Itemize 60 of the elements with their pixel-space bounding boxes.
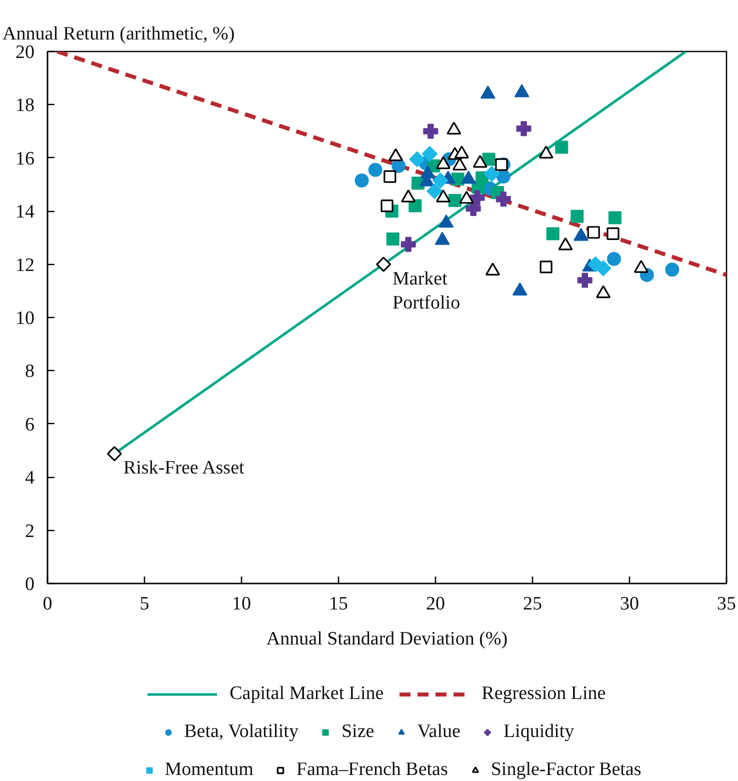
y-tick-label: 20 [16, 42, 34, 63]
legend-label: Beta, Volatility [184, 721, 298, 743]
legend-label: Liquidity [503, 721, 574, 743]
legend-label: Regression Line [482, 683, 606, 705]
point [546, 227, 560, 240]
point [376, 256, 392, 272]
point [448, 194, 462, 207]
legend-label: Single-Factor Betas [490, 759, 642, 781]
legend-label: Size [341, 721, 374, 743]
y-tick-label: 10 [16, 308, 34, 329]
point [496, 192, 511, 207]
y-tick-label: 4 [25, 468, 35, 489]
point [608, 211, 622, 224]
x-tick-label: 25 [523, 594, 542, 614]
legend-label: Value [417, 721, 460, 743]
point [496, 170, 510, 184]
legend-label: Fama–French Betas [296, 759, 448, 781]
point [570, 210, 584, 223]
point [422, 146, 438, 162]
y-tick-label: 2 [25, 520, 34, 542]
point [426, 183, 442, 200]
point [606, 252, 621, 266]
point [484, 166, 500, 182]
x-axis-title: Annual Standard Deviation (%) [266, 628, 508, 650]
y-tick-label: 18 [16, 95, 34, 116]
x-tick-label: 10 [232, 594, 251, 614]
point [665, 262, 680, 277]
legend-label: Momentum [164, 759, 254, 781]
x-tick-label: 20 [426, 594, 445, 614]
point [577, 272, 592, 288]
point [587, 226, 600, 239]
y-tick-label: 12 [16, 254, 34, 276]
y-tick-label: 6 [25, 414, 34, 436]
point [380, 199, 394, 212]
point [432, 172, 448, 188]
point [409, 151, 425, 168]
x-tick-label: 30 [620, 594, 639, 614]
x-tick-label: 0 [42, 594, 52, 614]
point [466, 200, 481, 216]
annotation: Market Portfolio [392, 268, 460, 314]
point [495, 158, 508, 171]
point [400, 236, 416, 252]
x-tick-label: 5 [140, 594, 150, 614]
point [354, 174, 369, 188]
y-axis-title: Annual Return (arithmetic, %) [2, 24, 235, 44]
point [386, 232, 400, 246]
y-tick-label: 8 [25, 361, 34, 382]
y-tick-label: 0 [25, 574, 34, 595]
legend-label: Capital Market Line [230, 683, 384, 705]
x-tick-label: 35 [717, 594, 736, 614]
point [423, 124, 438, 139]
y-tick-label: 14 [16, 202, 35, 223]
x-tick-label: 15 [329, 594, 348, 614]
point [106, 446, 122, 462]
point [368, 162, 382, 177]
point [555, 140, 568, 154]
annotation: Risk-Free Asset [123, 458, 246, 479]
point [606, 227, 620, 240]
point [516, 121, 532, 136]
y-tick-label: 16 [16, 148, 34, 170]
